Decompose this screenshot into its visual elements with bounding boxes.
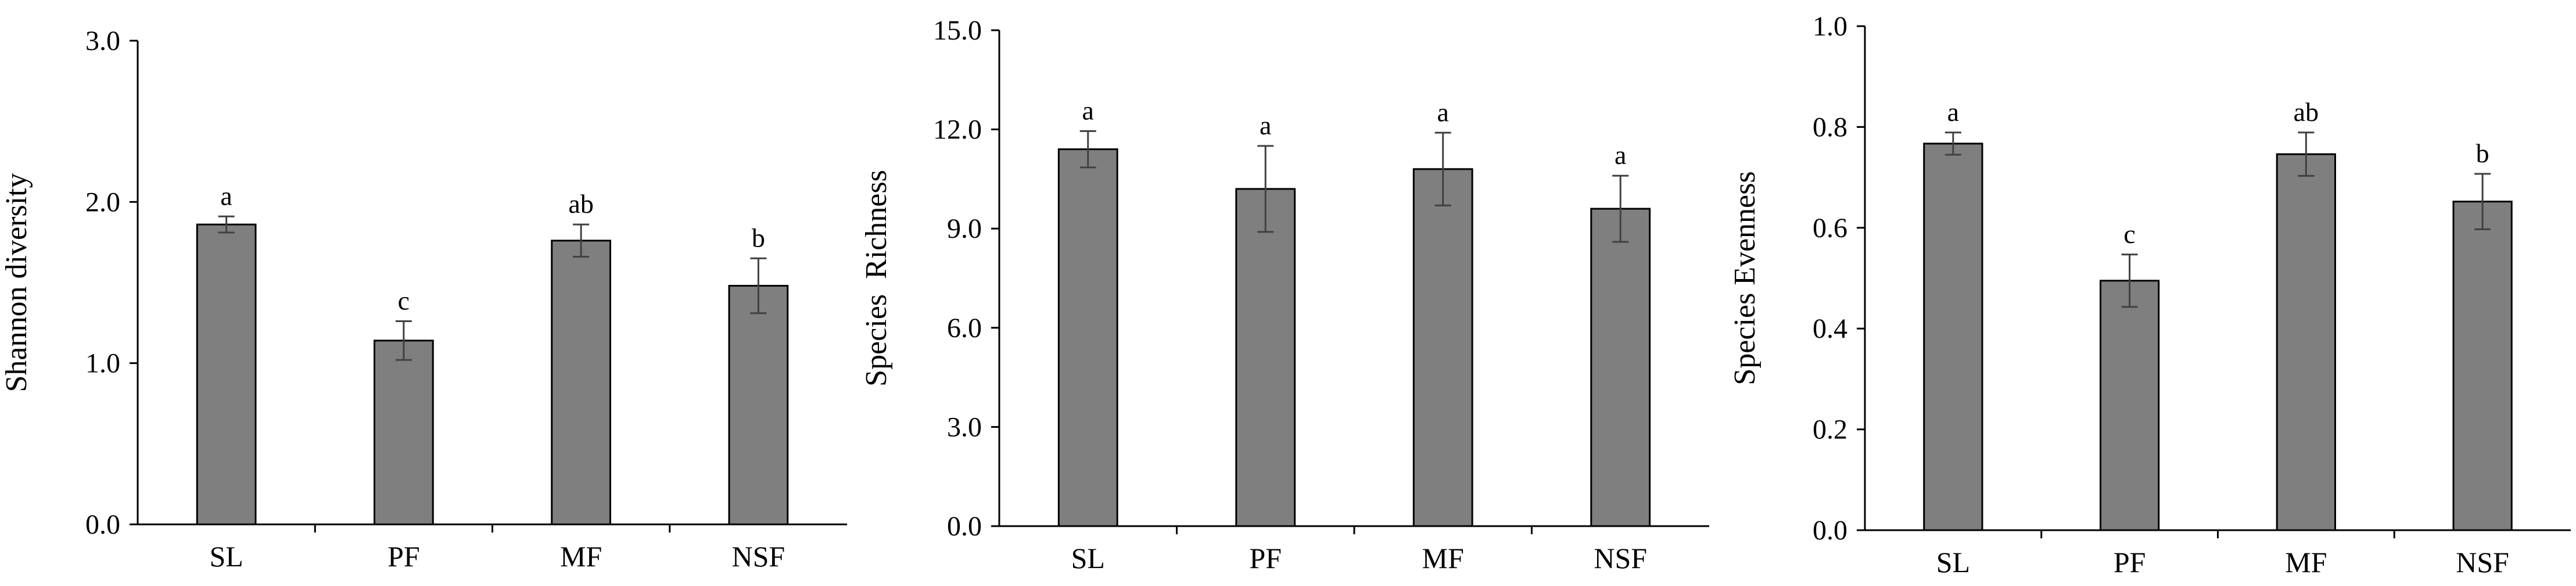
y-tick-label: 1.0 [85,348,120,379]
significance-letter: a [220,181,232,210]
bar-sl [1057,148,1118,527]
chart-panel-1: a SL c PF ab MF b NSF 0.0 1.0 2.0 3.0 Shannon divers… [0,26,847,573]
y-tick-label: 0.4 [1813,313,1847,344]
bar-nsf [2452,201,2513,531]
x-tick-label: PF [2114,546,2146,578]
x-tick-label: PF [1249,542,1282,574]
bar-pf [374,340,434,526]
y-tick-label: 1.0 [1813,11,1847,42]
y-tick-label: 0.0 [947,511,982,542]
y-tick-label: 6.0 [947,313,982,344]
bar-sl [196,223,257,526]
bar-mf [2276,153,2336,531]
bar-mf [551,240,611,526]
bar-pf [1235,188,1296,527]
significance-letter: ab [568,189,593,219]
y-axis-label: Species Richness [860,170,893,387]
significance-letter: c [398,286,410,316]
y-tick-label: 3.0 [947,412,982,442]
x-tick-label: MF [2285,546,2327,578]
significance-letter: c [2123,219,2135,249]
significance-letter: a [1615,140,1626,170]
significance-letter: ab [2294,97,2319,127]
y-tick-label: 0.2 [1813,415,1847,445]
x-tick-label: PF [388,540,420,573]
chart-panel-2: a SL a PF a MF a NSF 0.0 3.0 6.0 9.0 12.0 15.0 Species… [860,15,1709,574]
y-tick-label: 0.0 [1813,515,1847,546]
bar-nsf [1590,208,1651,527]
bar-sl [1923,142,1983,531]
significance-letter: b [2476,138,2489,168]
significance-letter: a [1437,97,1449,127]
chart-panel-3: a SL c PF ab MF b NSF 0.0 0.2 0.4 0.6 0.8 1.0 Species … [1728,11,2571,578]
y-tick-label: 15.0 [933,15,982,46]
y-tick-label: 12.0 [933,115,982,145]
bar-mf [1412,168,1473,527]
x-tick-label: MF [1422,542,1464,574]
y-axis-label: Shannon diversity [0,173,33,392]
y-tick-label: 0.6 [1813,213,1847,244]
x-tick-label: MF [560,540,602,573]
y-tick-label: 2.0 [85,187,120,217]
bar-nsf [728,285,789,526]
x-tick-label: SL [1936,546,1970,578]
bar-pf [2100,280,2160,531]
x-tick-label: NSF [2456,546,2509,578]
significance-letter: b [752,223,765,252]
x-tick-label: SL [209,540,243,573]
x-tick-label: NSF [1594,542,1647,574]
y-tick-label: 0.0 [85,509,120,540]
significance-letter: a [1082,95,1094,125]
x-tick-label: NSF [732,540,785,573]
y-tick-label: 0.8 [1813,112,1847,142]
y-tick-label: 3.0 [85,26,120,56]
y-tick-label: 9.0 [947,213,982,244]
significance-letter: a [1947,97,1959,127]
significance-letter: a [1260,110,1271,140]
x-tick-label: SL [1071,542,1105,574]
y-axis-label: Species Evenness [1728,171,1761,385]
